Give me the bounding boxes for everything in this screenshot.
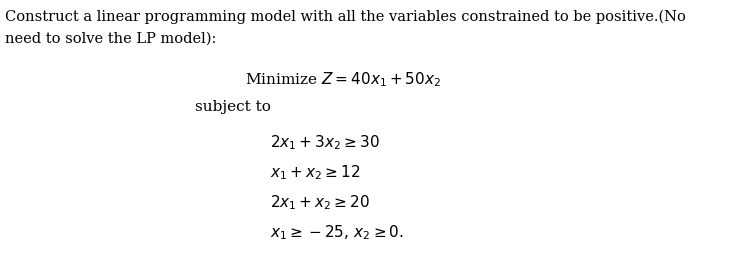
Text: $2x_1 + x_2 \geq 20$: $2x_1 + x_2 \geq 20$ xyxy=(270,193,370,212)
Text: need to solve the LP model):: need to solve the LP model): xyxy=(5,32,216,46)
Text: Construct a linear programming model with all the variables constrained to be po: Construct a linear programming model wit… xyxy=(5,10,686,24)
Text: subject to: subject to xyxy=(195,100,271,114)
Text: $x_1 + x_2 \geq 12$: $x_1 + x_2 \geq 12$ xyxy=(270,163,360,182)
Text: Minimize $Z = 40x_1 + 50x_2$: Minimize $Z = 40x_1 + 50x_2$ xyxy=(245,70,441,89)
Text: $2x_1 + 3x_2 \geq 30$: $2x_1 + 3x_2 \geq 30$ xyxy=(270,133,380,152)
Text: $x_1 \geq -25,\, x_2 \geq 0.$: $x_1 \geq -25,\, x_2 \geq 0.$ xyxy=(270,223,404,242)
